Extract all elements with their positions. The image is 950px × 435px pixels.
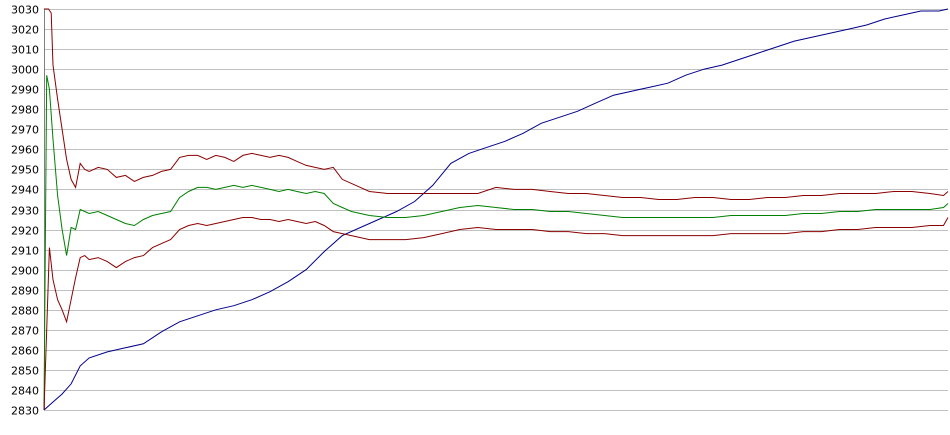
y-tick-label: 2890 — [11, 285, 39, 298]
y-tick-label: 2910 — [11, 245, 39, 258]
series-lines — [43, 8, 949, 411]
y-tick-label: 2970 — [11, 124, 39, 137]
series-line-red-upper — [44, 8, 949, 200]
y-tick-label: 2920 — [11, 225, 39, 238]
y-tick-label: 2900 — [11, 265, 39, 278]
series-line-blue — [43, 8, 949, 411]
y-tick-label: 3020 — [11, 24, 39, 37]
y-tick-label: 2950 — [11, 164, 39, 177]
y-tick-label: 2880 — [11, 305, 39, 318]
grid-lines — [44, 9, 948, 411]
series-line-green — [43, 75, 949, 411]
y-tick-label: 2870 — [11, 325, 39, 338]
y-tick-label: 2850 — [11, 365, 39, 378]
y-tick-label: 3010 — [11, 44, 39, 57]
y-tick-label: 2960 — [11, 144, 39, 157]
y-tick-label: 2930 — [11, 205, 39, 218]
y-tick-label: 3000 — [11, 64, 39, 77]
y-tick-label: 2840 — [11, 385, 39, 398]
y-tick-label: 2980 — [11, 104, 39, 117]
y-tick-label: 2940 — [11, 184, 39, 197]
series-line-red-lower — [43, 217, 949, 411]
y-tick-label: 2860 — [11, 345, 39, 358]
y-tick-label: 2830 — [11, 405, 39, 418]
y-tick-labels: 3030 3020 3010 3000 2990 2980 2970 2960 2950 2940… — [11, 4, 39, 418]
y-tick-label: 3030 — [11, 4, 39, 17]
y-tick-label: 2990 — [11, 84, 39, 97]
